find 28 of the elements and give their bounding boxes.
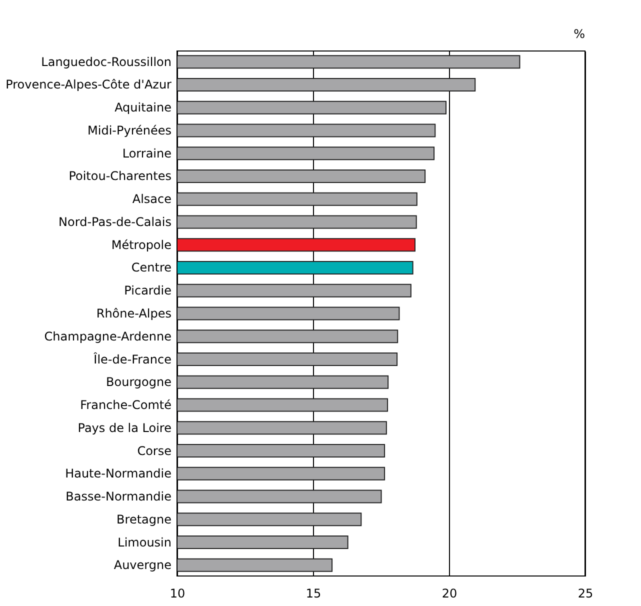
- y-tick-label: Basse-Normandie: [66, 490, 172, 504]
- y-tick-label: Poitou-Charentes: [68, 169, 172, 184]
- y-tick-label: Auvergne: [114, 558, 172, 572]
- x-axis-title: %: [574, 27, 585, 41]
- y-tick-label: Aquitaine: [114, 100, 172, 115]
- y-tick-label: Alsace: [132, 192, 172, 206]
- y-tick-label: Picardie: [124, 284, 172, 298]
- y-tick-label: Midi-Pyrénées: [88, 123, 172, 138]
- y-tick-label: Lorraine: [122, 146, 172, 160]
- y-tick-label: Champagne-Ardenne: [44, 329, 172, 344]
- y-tick-label: Provence-Alpes-Côte d'Azur: [6, 78, 172, 92]
- y-tick-label: Métropole: [111, 238, 172, 252]
- y-tick-label: Nord-Pas-de-Calais: [58, 214, 172, 229]
- x-tick-label: 10: [170, 586, 186, 600]
- y-tick-label: Corse: [137, 444, 172, 458]
- y-tick-label: Île-de-France: [94, 351, 172, 366]
- y-tick-label: Bretagne: [116, 512, 172, 526]
- y-tick-label: Bourgogne: [106, 375, 172, 390]
- y-tick-label: Pays de la Loire: [78, 420, 172, 435]
- y-tick-label: Franche-Comté: [80, 398, 172, 412]
- x-tick-label: 20: [442, 586, 458, 600]
- y-tick-label: Limousin: [118, 535, 172, 550]
- y-tick-label: Languedoc-Roussillon: [41, 54, 172, 69]
- x-tick-label: 25: [578, 586, 594, 600]
- y-tick-label: Rhône-Alpes: [96, 306, 172, 320]
- x-tick-label: 15: [306, 586, 322, 600]
- y-tick-label: Haute-Normandie: [65, 466, 172, 481]
- y-tick-label: Centre: [131, 260, 172, 275]
